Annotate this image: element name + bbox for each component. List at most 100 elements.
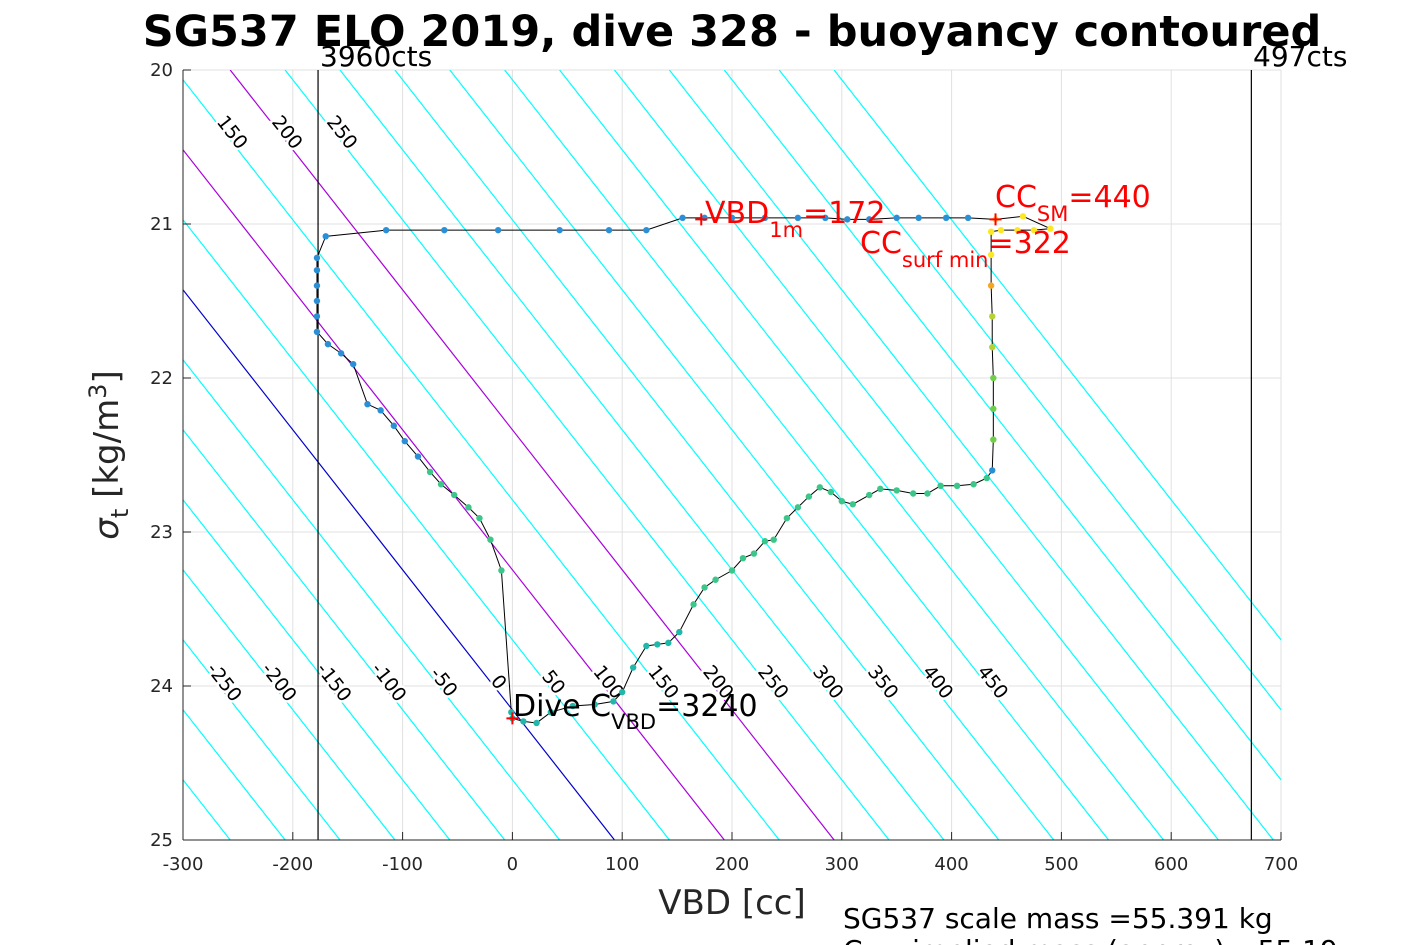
data-point xyxy=(313,282,321,289)
data-point xyxy=(761,214,769,222)
y-tick-label: 21 xyxy=(150,214,173,235)
ccsm-sub: SM xyxy=(1037,202,1068,226)
data-point xyxy=(816,484,824,491)
data-point xyxy=(520,718,527,725)
contour-line xyxy=(559,70,1164,840)
data-point xyxy=(451,491,458,499)
data-point xyxy=(364,400,371,408)
divec-main: Dive C xyxy=(513,689,611,724)
data-point xyxy=(849,501,856,508)
marker-cross xyxy=(506,712,519,725)
data-point xyxy=(866,491,873,499)
contour-line xyxy=(183,78,780,840)
divec-sub: VBD xyxy=(611,710,656,734)
marker-cross xyxy=(695,213,708,226)
data-point xyxy=(390,422,398,429)
data-point xyxy=(701,584,708,591)
y-tick-label: 23 xyxy=(150,522,173,543)
contour-line xyxy=(183,708,286,840)
data-point xyxy=(487,536,494,543)
contour-line xyxy=(183,568,396,840)
contour-line xyxy=(449,70,1055,840)
ccsurf-label: CCsurf min=322 xyxy=(860,226,1071,272)
data-point xyxy=(838,498,845,505)
marker-cross xyxy=(989,213,1002,226)
data-point xyxy=(676,628,683,636)
contour-line xyxy=(504,70,1110,840)
data-point xyxy=(1014,226,1021,234)
cts-left-label: 3960cts xyxy=(320,40,432,73)
contour-line xyxy=(833,70,1281,641)
axes: -300 -200 -100 0 100 200 300 400 500 600 700 20 21 22… xyxy=(150,60,1298,875)
buoyancy-contours xyxy=(0,70,1281,840)
data-point xyxy=(990,374,997,382)
contour-label: 0 xyxy=(486,671,511,694)
data-point xyxy=(377,407,384,414)
contour-line xyxy=(229,70,835,840)
data-point xyxy=(987,251,995,258)
contour-label: 250 xyxy=(322,111,362,153)
x-axis-label: VBD [cc] xyxy=(658,883,806,923)
data-point xyxy=(643,642,650,650)
x-tick-label: 200 xyxy=(715,854,749,875)
contour-line xyxy=(183,638,341,840)
count-lines xyxy=(317,70,1252,840)
contour-label: 200 xyxy=(267,111,307,153)
contour-line xyxy=(339,70,945,840)
data-point xyxy=(893,214,900,222)
x-tick-label: 0 xyxy=(507,854,518,875)
data-point xyxy=(924,490,931,497)
data-point xyxy=(990,405,997,412)
data-point xyxy=(983,474,990,482)
data-point xyxy=(989,344,996,351)
data-point xyxy=(739,554,747,562)
contour-label: 250 xyxy=(753,661,793,703)
ccsurf-sub: surf min xyxy=(902,248,989,272)
svg-text:σt [kg/m3]: σt [kg/m3] xyxy=(84,370,134,539)
x-tick-label: -100 xyxy=(382,854,423,875)
contour-label: -100 xyxy=(367,659,411,707)
data-point xyxy=(313,267,321,274)
data-point xyxy=(937,482,944,489)
data-point xyxy=(997,226,1005,234)
data-point xyxy=(556,226,563,234)
data-point xyxy=(893,487,900,494)
data-point xyxy=(964,214,972,222)
data-point xyxy=(970,481,977,488)
contour-line xyxy=(183,358,561,840)
data-point xyxy=(610,698,617,705)
contour-label: 450 xyxy=(973,661,1013,703)
x-tick-label: 100 xyxy=(605,854,639,875)
contour-label: 150 xyxy=(212,111,252,153)
data-point xyxy=(569,702,576,710)
contour-label: -200 xyxy=(257,659,301,707)
ccsm-value: =440 xyxy=(1068,180,1150,215)
contour-line xyxy=(183,498,451,840)
data-point xyxy=(761,538,769,545)
data-point xyxy=(1030,226,1038,234)
ccsm-main: CC xyxy=(995,180,1037,215)
ccsm-label: CCSM=440 xyxy=(995,180,1151,226)
y-tick-label: 22 xyxy=(150,368,173,389)
data-point xyxy=(465,504,472,511)
data-point xyxy=(827,488,835,496)
divec-label: Dive CVBD=3240 xyxy=(513,689,758,734)
data-point xyxy=(728,214,736,222)
contour-line xyxy=(0,70,66,840)
data-point xyxy=(942,214,950,222)
x-tick-label: -300 xyxy=(163,854,204,875)
contour-line xyxy=(723,70,1281,781)
data-point xyxy=(498,567,505,574)
grid xyxy=(182,69,1282,841)
data-point xyxy=(414,453,422,460)
contour-label: 350 xyxy=(863,661,903,703)
data-point xyxy=(877,485,884,493)
data-point xyxy=(794,504,802,511)
ccsurf-value: =322 xyxy=(988,226,1070,261)
data-point xyxy=(547,708,555,716)
y-tick-label: 20 xyxy=(150,60,173,81)
data-point xyxy=(1047,225,1054,232)
x-tick-label: 700 xyxy=(1264,854,1298,875)
data-point xyxy=(313,313,321,320)
